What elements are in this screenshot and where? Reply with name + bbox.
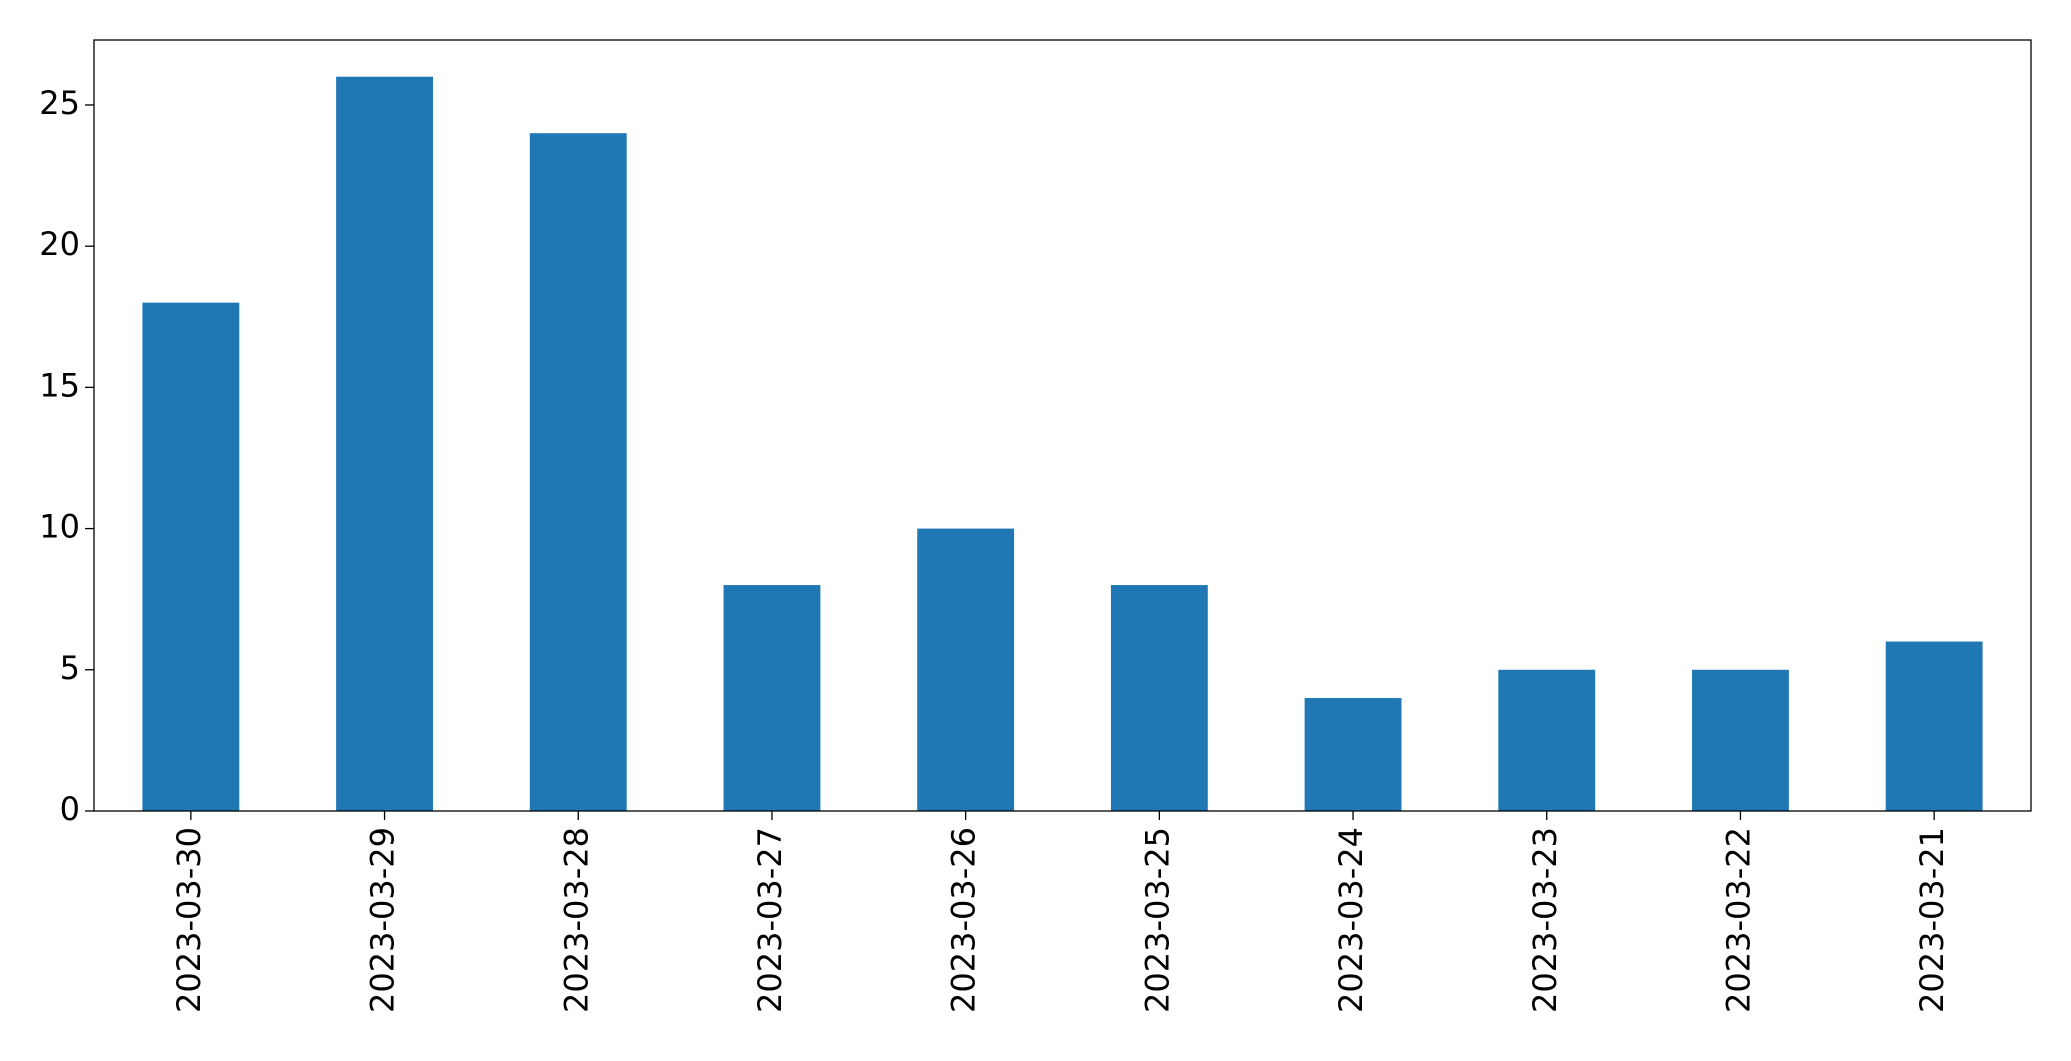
y-tick-label: 20 <box>39 225 80 263</box>
x-tick-label: 2023-03-27 <box>751 827 789 1013</box>
bar <box>1110 585 1208 811</box>
y-tick-label: 15 <box>39 366 80 404</box>
x-tick-label: 2023-03-30 <box>170 827 208 1013</box>
bar <box>142 302 240 811</box>
bar <box>723 585 821 811</box>
x-tick-label: 2023-03-24 <box>1332 827 1370 1013</box>
y-tick-label: 5 <box>60 649 80 687</box>
bar <box>1304 698 1402 811</box>
bar <box>1885 641 1983 811</box>
x-tick-label: 2023-03-22 <box>1719 827 1757 1013</box>
bar <box>529 133 627 811</box>
y-tick-label: 0 <box>60 790 80 828</box>
y-tick-label: 10 <box>39 508 80 546</box>
bar <box>917 528 1015 811</box>
x-tick-label: 2023-03-28 <box>557 827 595 1013</box>
x-tick-label: 2023-03-21 <box>1913 827 1951 1013</box>
bar <box>336 76 433 811</box>
x-tick-label: 2023-03-29 <box>364 827 402 1013</box>
x-tick-label: 2023-03-23 <box>1526 827 1564 1013</box>
x-tick-label: 2023-03-25 <box>1138 827 1176 1013</box>
bar <box>1692 669 1789 811</box>
bar <box>1498 669 1596 811</box>
x-tick-label: 2023-03-26 <box>945 827 983 1013</box>
y-tick-label: 25 <box>39 84 80 122</box>
plot-frame <box>93 39 2032 812</box>
